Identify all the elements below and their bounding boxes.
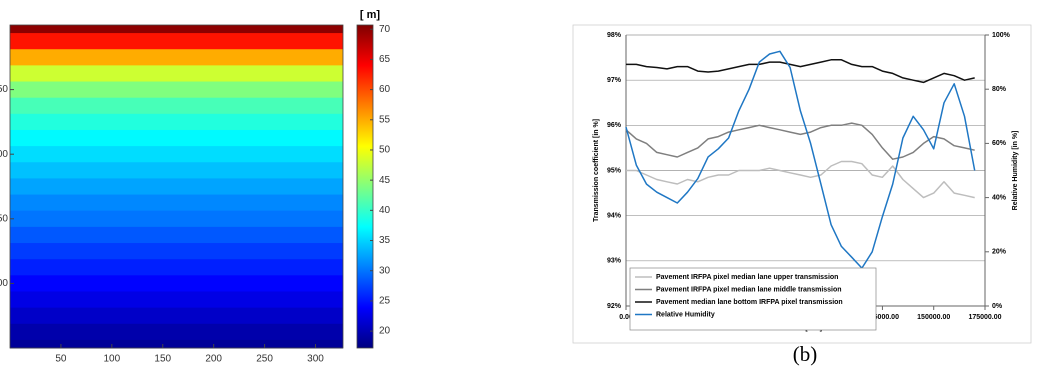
caption: (b): [793, 342, 818, 366]
legend-label: Pavement IRFPA pixel median lane upper t…: [656, 274, 838, 281]
y-tick-label: 92%: [607, 303, 622, 310]
heatmap-cell: [10, 25, 343, 34]
x-tick-label: 0.00: [619, 314, 633, 321]
y2-axis-label: Relative Humidity [in %]: [1012, 131, 1019, 211]
colorbar-tick-label: 30: [379, 265, 391, 276]
heatmap-cell: [10, 243, 343, 260]
y-tick-label: 95%: [607, 167, 622, 174]
heatmap-cell: [10, 146, 343, 163]
colorbar-tick-label: 60: [379, 84, 391, 95]
heatmap-cell: [10, 194, 343, 212]
heatmap-cell: [10, 291, 343, 309]
y-tick-label: 94%: [607, 213, 622, 220]
x-tick-label: 150: [154, 354, 171, 365]
y-tick-label: 98%: [607, 32, 622, 39]
y-tick-label: 50: [0, 213, 8, 224]
x-tick-label: 250: [256, 354, 273, 365]
series-line: [626, 160, 975, 199]
colorbar-tick-label: 70: [379, 24, 391, 35]
x-tick-label: 150000.00: [917, 314, 950, 321]
heatmap-cell: [10, 33, 343, 50]
y2-tick-label: 20%: [992, 249, 1007, 256]
heatmap-cell: [10, 81, 343, 99]
series-line: [626, 59, 975, 84]
heatmap-cell: [10, 275, 343, 292]
heatmap-cell: [10, 97, 343, 115]
colorbar-tick-label: 65: [379, 54, 391, 65]
x-tick-label: 200: [205, 354, 222, 365]
x-tick-label: 175000.00: [968, 314, 1001, 321]
x-tick-label: 125000.00: [866, 314, 899, 321]
x-tick-label: 300: [307, 354, 324, 365]
heatmap-cell: [10, 162, 343, 179]
y2-tick-label: 40%: [992, 194, 1007, 201]
colorbar-tick-label: 35: [379, 235, 391, 246]
colorbar-tick-label: 25: [379, 296, 391, 307]
colorbar-tick-label: 55: [379, 114, 391, 125]
colorbar-tick-label: 45: [379, 175, 391, 186]
heatmap-cell: [10, 210, 343, 228]
heatmap-cell: [10, 307, 343, 325]
heatmap-cell: [10, 113, 343, 131]
y-tick-label: 00: [0, 149, 8, 160]
y-tick-label: 93%: [607, 258, 622, 265]
heatmap-cell: [10, 65, 343, 83]
legend-label: Relative Humidity: [656, 311, 715, 318]
legend-label: Pavement median lane bottom IRFPA pixel …: [656, 299, 843, 306]
y2-tick-label: 0%: [992, 303, 1003, 310]
legend-box: [629, 267, 877, 331]
heatmap-cell: [10, 129, 343, 147]
plot-frame: [9, 24, 344, 349]
heatmap-cell: [10, 339, 343, 349]
series-line: [625, 50, 976, 269]
heatmap-cell: [10, 323, 343, 341]
y-tick-label: 50: [0, 84, 8, 95]
y2-tick-label: 60%: [992, 140, 1007, 147]
colorbar-tick-label: 40: [379, 205, 391, 216]
colorbar-label: [ m]: [360, 9, 381, 21]
y2-tick-label: 80%: [992, 86, 1007, 93]
x-tick-label: 50: [55, 354, 67, 365]
y-axis-label: Transmission coefficient [in %]: [593, 119, 600, 222]
colorbar-tick-label: 50: [379, 145, 391, 156]
colorbar: [356, 24, 374, 349]
heatmap-cell: [10, 49, 343, 66]
x-tick-label: 100: [103, 354, 120, 365]
series-line: [625, 122, 975, 160]
colorbar-tick-label: 20: [379, 326, 391, 337]
legend-label: Pavement IRFPA pixel median lane middle …: [656, 286, 842, 293]
heatmap-cell: [10, 226, 343, 244]
y2-tick-label: 100%: [992, 32, 1011, 39]
y-tick-label: 96%: [607, 122, 622, 129]
y-tick-label: 97%: [607, 77, 622, 84]
heatmap-cell: [10, 259, 343, 276]
heatmap-cell: [10, 178, 343, 196]
y-tick-label: 00: [0, 278, 8, 289]
